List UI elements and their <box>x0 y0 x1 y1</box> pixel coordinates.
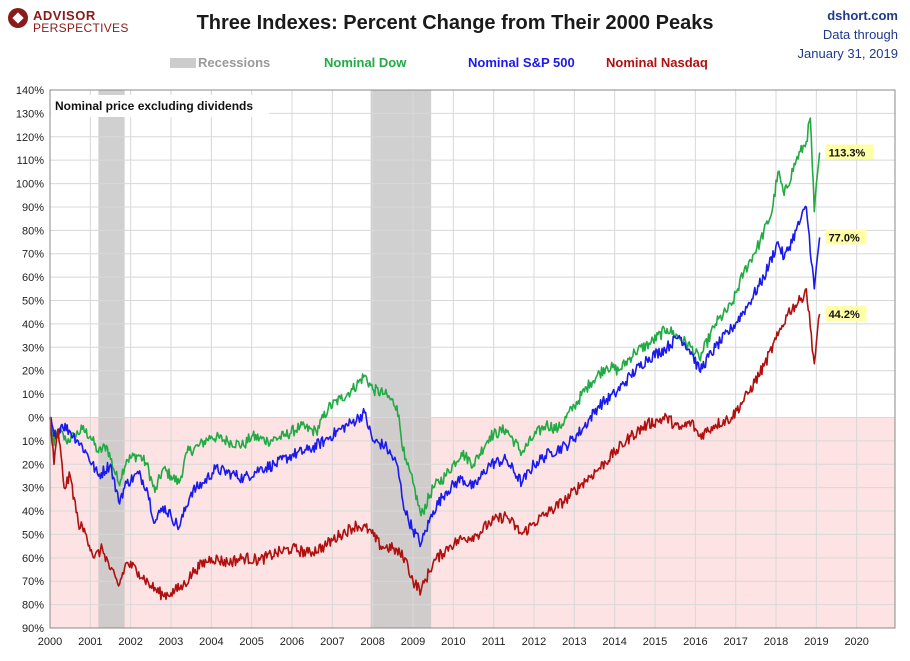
chart-title: Three Indexes: Percent Change from Their… <box>196 12 714 34</box>
end-value-labels: 113.3% 77.0% 44.2% <box>825 144 874 322</box>
x-tick-label: 2001 <box>78 636 102 648</box>
x-tick-label: 2006 <box>280 636 304 648</box>
y-tick-label: 100% <box>16 179 44 191</box>
x-tick-label: 2004 <box>199 636 223 648</box>
data-through-date: January 31, 2019 <box>797 46 898 61</box>
end-value-label-bg <box>825 144 874 160</box>
y-tick-label: 40% <box>22 506 44 518</box>
x-tick-label: 2018 <box>764 636 788 648</box>
compass-icon <box>8 8 28 28</box>
end-value-label-bg <box>825 306 867 322</box>
y-tick-label: 140% <box>16 85 44 97</box>
plot-frame <box>49 89 896 629</box>
data-through-label: Data through <box>822 27 898 42</box>
end-value-label: 113.3% <box>829 147 866 159</box>
y-tick-label: 80% <box>22 225 44 237</box>
legend-entry: Nominal Dow <box>324 55 407 70</box>
x-tick-label: 2019 <box>804 636 828 648</box>
y-tick-label: 20% <box>22 366 44 378</box>
x-tick-label: 2016 <box>683 636 707 648</box>
y-tick-label: 120% <box>16 132 44 144</box>
y-tick-label: 50% <box>22 529 44 541</box>
end-value-label-bg <box>825 229 867 245</box>
x-tick-label: 2002 <box>118 636 142 648</box>
y-tick-label: 80% <box>22 600 44 612</box>
recession-bands <box>98 90 432 628</box>
annotation-text: Nominal price excluding dividends <box>55 99 253 113</box>
legend: Recessions Nominal Dow Nominal S&P 500 Nomi… <box>170 55 708 70</box>
end-value-label: 44.2% <box>829 309 860 321</box>
x-tick-label: 2005 <box>239 636 263 648</box>
x-tick-label: 2017 <box>723 636 747 648</box>
y-tick-labels: 140% 130% 120% 110% 100% 90% 80% 70% 60% 50% 40% 30… <box>16 85 44 635</box>
recession-band <box>98 90 125 628</box>
annotation-group: Nominal price excluding dividends <box>51 95 269 117</box>
y-tick-label: 60% <box>22 272 44 284</box>
y-tick-label: 110% <box>17 155 45 167</box>
y-tick-label: 70% <box>22 249 44 261</box>
x-tick-label: 2000 <box>38 636 62 648</box>
y-tick-label: 0% <box>28 412 44 424</box>
y-tick-label: 130% <box>16 108 44 120</box>
y-tick-label: 10% <box>22 436 44 448</box>
y-tick-label: 20% <box>22 459 44 471</box>
x-tick-label: 2010 <box>441 636 465 648</box>
source-info: dshort.com Data through January 31, 2019 <box>798 6 898 63</box>
end-value-label: 77.0% <box>829 232 860 244</box>
legend-entry: Nominal Nasdaq <box>606 55 708 70</box>
source-site: dshort.com <box>827 8 898 23</box>
y-tick-label: 30% <box>22 483 44 495</box>
y-tick-label: 40% <box>22 319 44 331</box>
x-tick-label: 2009 <box>401 636 425 648</box>
x-tick-label: 2007 <box>320 636 344 648</box>
x-tick-labels: 2000 2001 2002 2003 2004 2005 2006 2007 2008 2009… <box>38 636 869 648</box>
y-tick-label: 60% <box>22 553 44 565</box>
series-lines <box>49 117 821 601</box>
annotation-box <box>51 95 269 117</box>
y-tick-label: 30% <box>22 342 44 354</box>
series-line <box>49 288 821 601</box>
x-tick-label: 2013 <box>562 636 586 648</box>
legend-swatch-recessions <box>170 58 196 68</box>
advisor-perspectives-logo: ADVISOR PERSPECTIVES <box>8 6 138 36</box>
x-tick-label: 2008 <box>360 636 384 648</box>
x-tick-label: 2014 <box>602 636 626 648</box>
legend-entry: Recessions <box>198 55 270 70</box>
y-tick-label: 70% <box>22 576 44 588</box>
x-tick-label: 2011 <box>482 636 506 648</box>
series-line <box>49 117 821 517</box>
logo-line-2: PERSPECTIVES <box>33 21 129 35</box>
x-tick-label: 2012 <box>522 636 546 648</box>
legend-entry: Nominal S&P 500 <box>468 55 575 70</box>
y-tick-label: 10% <box>22 389 44 401</box>
x-tick-label: 2015 <box>643 636 667 648</box>
y-tick-label: 90% <box>22 623 44 635</box>
series-line <box>49 205 821 548</box>
y-tick-label: 50% <box>22 296 44 308</box>
x-tick-label: 2003 <box>159 636 183 648</box>
plot-border <box>49 89 896 629</box>
recession-band <box>370 90 432 628</box>
logo-line-1: ADVISOR <box>33 8 96 23</box>
grid-lines <box>49 89 895 629</box>
x-tick-label: 2020 <box>844 636 868 648</box>
y-tick-label: 90% <box>22 202 44 214</box>
